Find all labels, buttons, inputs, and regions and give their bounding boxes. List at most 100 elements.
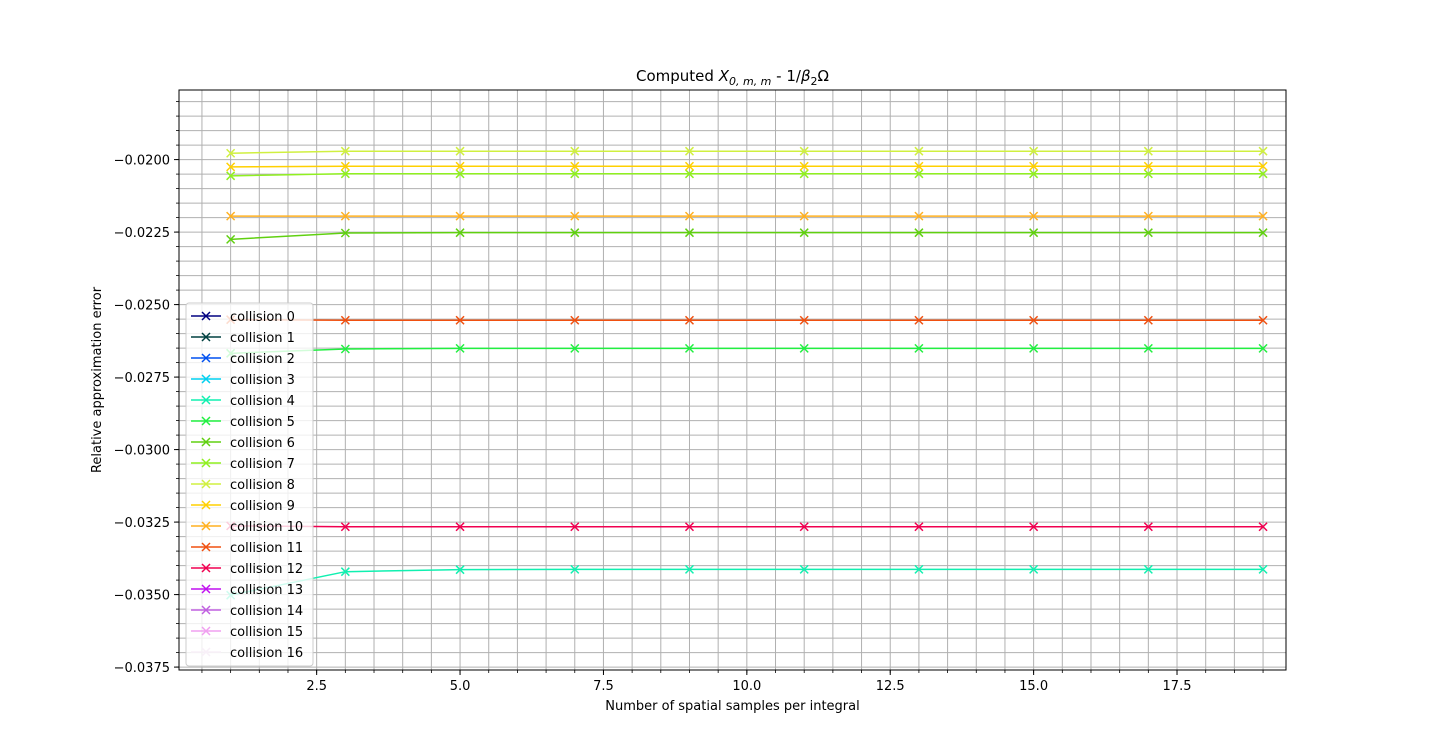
y-tick-label: −0.0300 bbox=[114, 444, 170, 459]
data-point bbox=[340, 161, 350, 171]
data-point bbox=[799, 564, 809, 574]
data-point bbox=[570, 161, 580, 171]
legend-item: collision 11 bbox=[191, 541, 303, 556]
data-point bbox=[1143, 211, 1153, 221]
data-point bbox=[1029, 161, 1039, 171]
data-point bbox=[455, 228, 465, 238]
legend-marker bbox=[201, 479, 211, 489]
data-point bbox=[570, 211, 580, 221]
data-point bbox=[1143, 315, 1153, 325]
legend-marker bbox=[201, 374, 211, 384]
data-point bbox=[226, 211, 236, 221]
data-point bbox=[455, 169, 465, 179]
series-line bbox=[230, 173, 1264, 177]
legend-label: collision 10 bbox=[230, 520, 303, 535]
data-point bbox=[226, 171, 236, 181]
data-point bbox=[914, 228, 924, 238]
legend-item: collision 7 bbox=[191, 457, 295, 472]
data-point bbox=[684, 161, 695, 171]
chart-title-sym: X bbox=[718, 67, 730, 85]
legend-item: collision 0 bbox=[191, 310, 295, 325]
legend-marker bbox=[201, 563, 211, 573]
y-tick-label: −0.0250 bbox=[114, 299, 170, 314]
data-point bbox=[914, 564, 924, 574]
legend: collision 0 collision 1 collision 2 collisi… bbox=[185, 302, 314, 667]
axes-frame bbox=[178, 89, 1287, 671]
y-tick-label: −0.0225 bbox=[114, 226, 170, 241]
legend-label: collision 1 bbox=[230, 331, 295, 346]
data-point bbox=[1029, 228, 1039, 238]
data-point bbox=[1143, 146, 1153, 156]
data-point bbox=[455, 343, 465, 353]
data-point bbox=[1029, 211, 1039, 221]
data-point bbox=[1258, 169, 1268, 179]
data-point bbox=[799, 315, 809, 325]
x-tick-label: 15.0 bbox=[1019, 679, 1048, 694]
legend-item: collision 3 bbox=[191, 373, 295, 388]
data-point bbox=[340, 344, 350, 354]
data-point bbox=[914, 522, 924, 532]
data-point bbox=[1029, 564, 1039, 574]
data-point bbox=[570, 522, 580, 532]
data-point bbox=[455, 161, 465, 171]
legend-item: collision 9 bbox=[191, 499, 295, 514]
data-point bbox=[799, 228, 809, 238]
data-point bbox=[914, 169, 924, 179]
legend-label: collision 3 bbox=[230, 373, 295, 388]
data-point bbox=[1143, 228, 1153, 238]
data-point bbox=[799, 161, 809, 171]
data-point bbox=[1029, 315, 1039, 325]
series-8 bbox=[226, 146, 1268, 158]
data-point bbox=[226, 148, 236, 158]
data-point bbox=[340, 315, 350, 325]
data-point bbox=[684, 564, 695, 574]
legend-box bbox=[185, 302, 314, 667]
series-line bbox=[230, 318, 1264, 322]
x-tick-label: 10.0 bbox=[732, 679, 761, 694]
x-tick-label: 7.5 bbox=[593, 679, 614, 694]
data-point bbox=[226, 234, 236, 244]
data-point bbox=[799, 146, 809, 156]
series-6 bbox=[226, 228, 1268, 244]
data-point bbox=[570, 315, 580, 325]
y-tick-label: −0.0375 bbox=[114, 661, 170, 676]
y-tick-label: −0.0350 bbox=[114, 589, 170, 604]
legend-marker bbox=[201, 395, 211, 405]
data-point bbox=[340, 567, 350, 577]
data-point bbox=[455, 211, 465, 221]
data-point bbox=[684, 343, 695, 353]
data-point bbox=[340, 522, 350, 532]
data-point bbox=[570, 169, 580, 179]
x-tick-label: 12.5 bbox=[876, 679, 905, 694]
series-9 bbox=[226, 161, 1268, 172]
legend-label: collision 14 bbox=[230, 604, 303, 619]
legend-label: collision 4 bbox=[230, 394, 295, 409]
chart-title-sub: 0, m, m bbox=[729, 75, 771, 88]
legend-label: collision 13 bbox=[230, 583, 303, 598]
legend-marker bbox=[201, 353, 211, 363]
data-point bbox=[226, 162, 236, 172]
legend-item: collision 12 bbox=[191, 562, 303, 577]
chart-title-main: Computed bbox=[636, 67, 719, 85]
y-axis-label: Relative approximation error bbox=[90, 286, 105, 473]
data-point bbox=[340, 169, 350, 179]
data-point bbox=[684, 315, 695, 325]
legend-label: collision 7 bbox=[230, 457, 295, 472]
legend-item: collision 2 bbox=[191, 352, 295, 367]
data-point bbox=[340, 146, 350, 156]
data-point bbox=[570, 146, 580, 156]
y-tick-label: −0.0325 bbox=[114, 516, 170, 531]
data-point bbox=[914, 343, 924, 353]
legend-label: collision 5 bbox=[230, 415, 295, 430]
series-line bbox=[230, 525, 1264, 528]
grid bbox=[179, 90, 1286, 670]
chart-title-tail: Ω bbox=[818, 67, 829, 85]
legend-marker bbox=[201, 605, 211, 615]
y-tick-label: −0.0200 bbox=[114, 154, 170, 169]
data-point bbox=[1029, 146, 1039, 156]
data-point bbox=[1029, 522, 1039, 532]
x-axis-label: Number of spatial samples per integral bbox=[605, 699, 859, 714]
data-point bbox=[684, 211, 695, 221]
x-tick-label: 17.5 bbox=[1163, 679, 1192, 694]
series-line bbox=[230, 568, 1264, 596]
